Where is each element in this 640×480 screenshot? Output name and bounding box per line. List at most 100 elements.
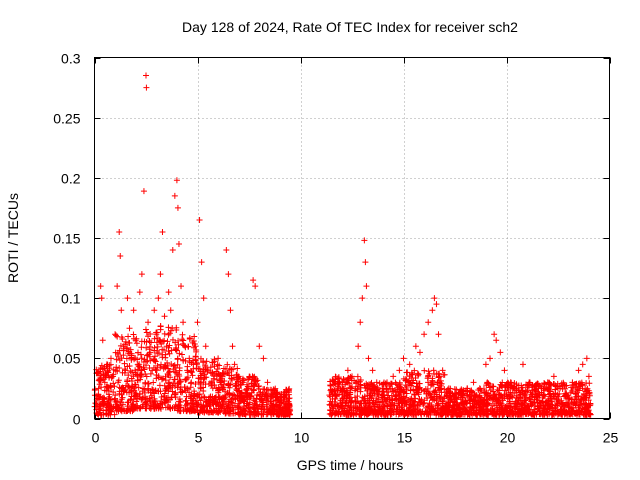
data-point	[412, 405, 419, 412]
data-point	[209, 369, 216, 376]
data-point	[112, 332, 119, 339]
data-point	[369, 399, 376, 406]
data-point	[136, 289, 143, 296]
data-point	[116, 365, 123, 372]
data-point	[96, 377, 103, 384]
data-point	[380, 380, 387, 387]
data-point	[526, 379, 533, 386]
data-point	[250, 387, 257, 394]
data-point	[392, 396, 399, 403]
data-point	[128, 355, 135, 362]
data-point	[567, 411, 574, 418]
data-point	[165, 348, 172, 355]
data-point	[355, 343, 362, 350]
data-point	[162, 362, 169, 369]
data-point	[190, 407, 197, 414]
data-point	[242, 411, 249, 418]
data-point	[271, 407, 278, 414]
data-point	[575, 392, 582, 399]
data-point	[473, 411, 480, 418]
data-point	[528, 401, 535, 408]
data-point	[453, 394, 460, 401]
data-point	[368, 386, 375, 393]
data-point	[154, 349, 161, 356]
data-point	[114, 283, 121, 290]
data-point	[124, 344, 131, 351]
data-point	[575, 367, 582, 374]
data-point	[369, 382, 376, 389]
data-point	[115, 353, 122, 360]
data-point	[164, 338, 171, 345]
y-tick-label: 0.2	[61, 171, 81, 187]
data-point	[165, 372, 172, 379]
plot-frame	[94, 57, 610, 419]
data-point	[113, 356, 120, 363]
data-point	[529, 393, 536, 400]
data-point	[499, 379, 506, 386]
data-point	[453, 386, 460, 393]
data-point	[523, 388, 530, 395]
data-point	[191, 390, 198, 397]
axis-tick-labels: 0 5 10 15 20 25 0 0.05 0.1 0.15 0.2 0.25 0.3	[53, 51, 618, 446]
data-point	[439, 367, 446, 374]
data-point	[559, 382, 566, 389]
data-point	[103, 404, 110, 411]
data-point	[543, 385, 550, 392]
data-point	[498, 402, 505, 409]
data-point	[421, 367, 428, 374]
data-point	[174, 204, 181, 211]
data-point	[165, 289, 172, 296]
data-point	[237, 408, 244, 415]
data-point	[210, 407, 217, 414]
data-point	[150, 379, 157, 386]
data-point	[480, 402, 487, 409]
data-point	[340, 385, 347, 392]
data-point	[228, 375, 235, 382]
data-point	[493, 410, 500, 417]
data-point	[381, 403, 388, 410]
data-point	[256, 403, 263, 410]
data-point	[144, 380, 151, 387]
data-point	[193, 348, 200, 355]
data-point	[193, 360, 200, 367]
x-tick-label: 5	[195, 430, 203, 446]
data-point	[361, 237, 368, 244]
data-point	[508, 409, 515, 416]
data-point	[145, 319, 152, 326]
data-point	[400, 408, 407, 415]
data-point	[216, 362, 223, 369]
data-point	[448, 396, 455, 403]
data-point	[489, 394, 496, 401]
data-point	[124, 377, 131, 384]
data-point	[269, 402, 276, 409]
data-point	[126, 339, 133, 346]
data-point	[375, 396, 382, 403]
data-point	[533, 381, 540, 388]
data-point	[265, 387, 272, 394]
data-point	[435, 373, 442, 380]
data-point	[235, 373, 242, 380]
y-tick-label: 0.25	[53, 111, 80, 127]
data-point	[445, 385, 452, 392]
data-point	[376, 380, 383, 387]
data-point	[335, 402, 342, 409]
data-point	[502, 384, 509, 391]
data-point	[180, 319, 187, 326]
data-point	[234, 365, 241, 372]
data-point	[412, 343, 419, 350]
data-point	[416, 349, 423, 356]
y-tick-label: 0.15	[53, 231, 80, 247]
data-point	[138, 271, 145, 278]
data-point	[415, 399, 422, 406]
data-point	[150, 399, 157, 406]
data-point	[407, 402, 414, 409]
data-point	[374, 391, 381, 398]
data-point	[223, 405, 230, 412]
data-point	[425, 372, 432, 379]
data-point	[152, 353, 158, 360]
data-point	[97, 374, 104, 381]
data-point	[142, 393, 149, 400]
data-point	[429, 375, 436, 382]
data-point	[584, 402, 591, 409]
data-point	[173, 369, 180, 376]
